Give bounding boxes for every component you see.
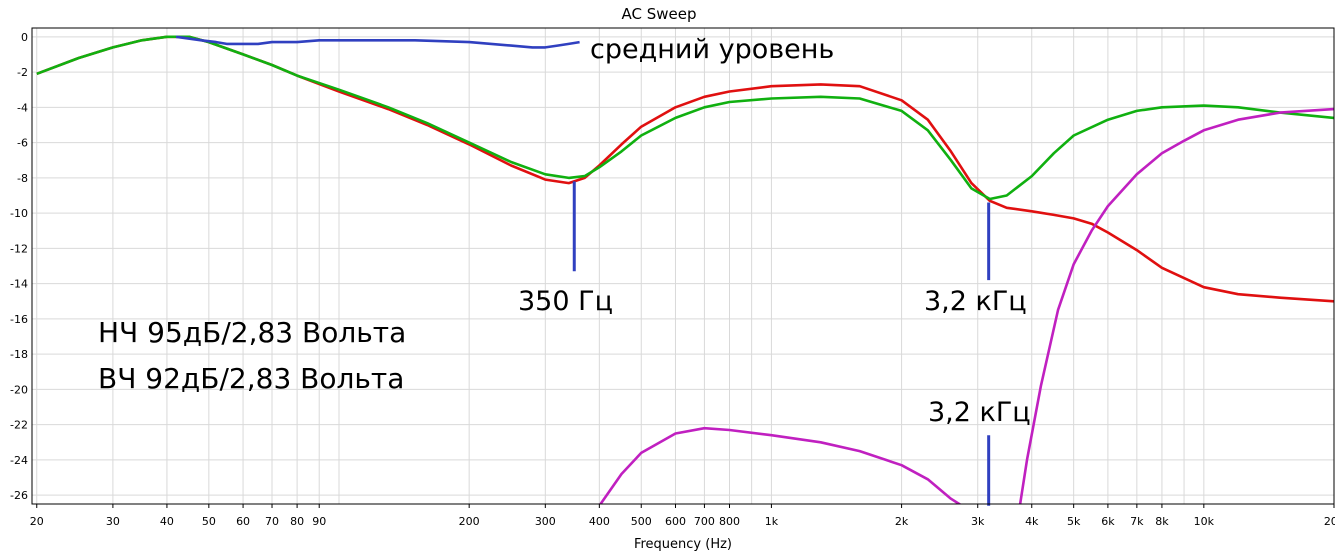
y-tick-label: -22 xyxy=(10,419,28,432)
x-tick-label: 5k xyxy=(1067,515,1081,528)
x-tick-label: 4k xyxy=(1025,515,1039,528)
x-axis-label: Frequency (Hz) xyxy=(634,537,732,552)
y-tick-label: -12 xyxy=(10,242,28,255)
y-tick-label: -6 xyxy=(17,137,28,150)
x-tick-label: 2k xyxy=(895,515,909,528)
y-tick-label: -14 xyxy=(10,278,28,291)
frequency-markers xyxy=(572,181,991,506)
y-tick-label: -10 xyxy=(10,207,28,220)
annotation-3-2khz-lower: 3,2 кГц xyxy=(928,397,1031,428)
x-tick-label: 400 xyxy=(589,515,610,528)
x-tick-label: 50 xyxy=(202,515,216,528)
y-tick-label: 0 xyxy=(21,31,28,44)
x-tick-label: 500 xyxy=(631,515,652,528)
series-line-3-high xyxy=(1018,107,1334,504)
x-tick-label: 10k xyxy=(1194,515,1215,528)
x-tick-label: 800 xyxy=(719,515,740,528)
plot-frame xyxy=(31,27,1335,505)
x-tick-label: 3k xyxy=(971,515,985,528)
y-tick-label: -26 xyxy=(10,489,28,502)
y-tick-labels: 0 -2 -4 -6 -8 -10 -12 -14 -16 -18 -20 -22 -24 -26 xyxy=(10,31,28,502)
y-tick-label: -16 xyxy=(10,313,28,326)
x-tick-label: 1k xyxy=(765,515,779,528)
y-tick-label: -20 xyxy=(10,383,28,396)
x-tick-label: 20 xyxy=(30,515,44,528)
x-tick-label: 300 xyxy=(535,515,556,528)
x-tick-label: 700 xyxy=(694,515,715,528)
series-line-1 xyxy=(36,35,1334,303)
x-tick-label: 70 xyxy=(265,515,279,528)
hf-sensitivity-note: ВЧ 92дБ/2,83 Вольта xyxy=(98,362,404,395)
y-tick-label: -18 xyxy=(10,348,28,361)
x-tick-label: 7k xyxy=(1130,515,1144,528)
x-tick-label: 600 xyxy=(665,515,686,528)
grid-lines xyxy=(32,28,1335,504)
x-tick-label: 200 xyxy=(459,515,480,528)
x-tick-label: 20k xyxy=(1324,515,1335,528)
series-line-2 xyxy=(36,35,1334,201)
x-tick-label: 80 xyxy=(290,515,304,528)
x-tick-label: 40 xyxy=(160,515,174,528)
x-tick-label: 90 xyxy=(312,515,326,528)
x-tick-label: 30 xyxy=(106,515,120,528)
annotation-350hz: 350 Гц xyxy=(518,286,613,317)
y-tick-label: -2 xyxy=(17,66,28,79)
annotation-3-2khz-upper: 3,2 кГц xyxy=(924,286,1027,317)
x-tick-label: 8k xyxy=(1155,515,1169,528)
y-tick-label: -8 xyxy=(17,172,28,185)
x-tick-label: 60 xyxy=(236,515,250,528)
series-group xyxy=(36,35,1334,504)
series-line-3 xyxy=(598,426,962,504)
series-line-4 xyxy=(175,35,580,49)
lf-sensitivity-note: НЧ 95дБ/2,83 Вольта xyxy=(98,316,406,349)
annotation-average-level: средний уровень xyxy=(590,34,834,65)
y-tick-label: -4 xyxy=(17,101,28,114)
x-tick-label: 6k xyxy=(1101,515,1115,528)
y-tick-label: -24 xyxy=(10,454,28,467)
chart-title: AC Sweep xyxy=(621,5,696,23)
x-tick-labels: 20 30 40 50 60 70 80 90 200 300 400 500 600 700 800 1k 2… xyxy=(30,504,1335,528)
